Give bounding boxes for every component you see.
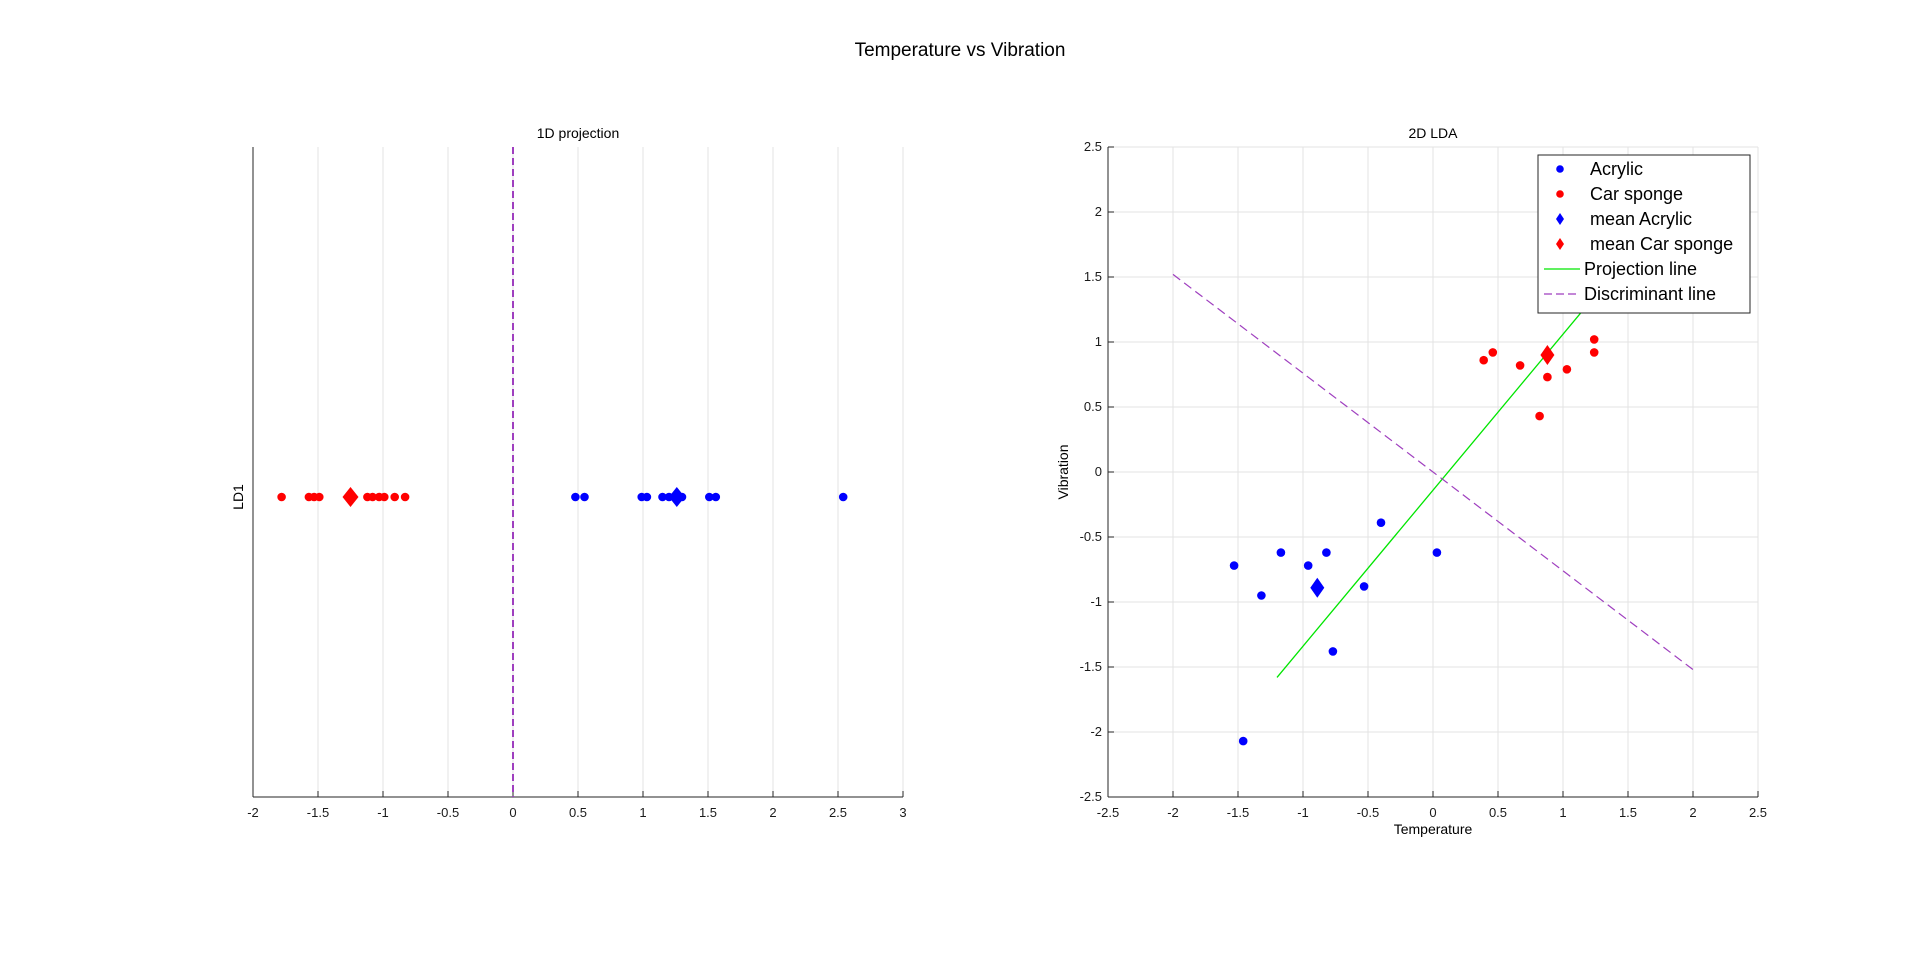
y-tick-label: 2 <box>1095 204 1102 219</box>
x-tick-label: -0.5 <box>437 805 459 820</box>
data-point <box>658 492 667 502</box>
legend-box <box>1537 154 1751 314</box>
y-axis-label: Vibration <box>1055 444 1071 499</box>
x-tick-label: -0.5 <box>1357 805 1379 820</box>
data-point <box>1359 582 1369 591</box>
data-point <box>1432 548 1442 557</box>
legend-entry-label: Discriminant line <box>1584 284 1716 304</box>
data-point <box>838 492 848 502</box>
data-point <box>642 492 652 502</box>
data-point <box>1376 518 1386 527</box>
data-point <box>1589 335 1599 344</box>
subplot-title: 1D projection <box>537 125 620 141</box>
y-tick-label: 1.5 <box>1084 269 1102 284</box>
data-point <box>711 492 721 502</box>
x-tick-label: -2.5 <box>1097 805 1119 820</box>
x-tick-label: -1.5 <box>1227 805 1249 820</box>
y-tick-label: -1 <box>1090 594 1102 609</box>
data-point <box>315 492 324 502</box>
data-point <box>400 492 410 502</box>
plot-2d-lda: -2.5 -2 -1.5 -1 -0.5 0 0.5 1 1.5 2 2.5 -2.5 -2 -1.5 -1… <box>1055 125 1767 837</box>
legend-diamond-icon <box>1556 213 1564 225</box>
data-point <box>1276 548 1286 557</box>
data-point <box>571 492 580 502</box>
y-tick-label: 0.5 <box>1084 399 1102 414</box>
x-tick-label: 2.5 <box>1749 805 1767 820</box>
x-tick-label: 1.5 <box>699 805 717 820</box>
plot-1d-projection: -2 -1.5 -1 -0.5 0 0.5 1 1.5 2 2.5 3 1D projection LD… <box>230 125 907 820</box>
x-tick-label: 1 <box>639 805 646 820</box>
legend-entry-label: Car sponge <box>1590 184 1683 204</box>
projection-line <box>1276 286 1603 678</box>
subplot-title: 2D LDA <box>1408 125 1458 141</box>
data-point <box>1328 647 1338 656</box>
mean-marker <box>342 487 359 507</box>
y-axis-label: LD1 <box>230 484 246 510</box>
data-point <box>1322 548 1331 557</box>
x-tick-label: 0 <box>1429 805 1436 820</box>
x-tick-label: 1.5 <box>1619 805 1637 820</box>
y-tick-label: -0.5 <box>1080 529 1102 544</box>
mean-marker <box>1540 345 1555 365</box>
y-tick-label: 0 <box>1095 464 1102 479</box>
data-point <box>705 492 714 502</box>
data-point <box>1303 561 1313 570</box>
data-point <box>368 492 377 502</box>
data-point <box>1589 348 1599 357</box>
x-tick-label: 2.5 <box>829 805 847 820</box>
y-tick-label: -1.5 <box>1080 659 1102 674</box>
legend: Acrylic Car sponge mean Acrylic mean Car sp… <box>1537 154 1751 314</box>
data-point <box>1229 561 1239 570</box>
data-point <box>1562 365 1572 374</box>
x-tick-label: -1 <box>377 805 389 820</box>
data-point <box>1543 372 1552 382</box>
legend-diamond-icon <box>1556 238 1564 250</box>
x-tick-label: 2 <box>769 805 776 820</box>
data-point <box>380 492 389 502</box>
legend-entry-label: Acrylic <box>1590 159 1643 179</box>
data-point <box>1515 361 1525 370</box>
x-tick-label: -1 <box>1297 805 1309 820</box>
legend-point-icon <box>1556 165 1564 173</box>
data-point <box>1535 411 1544 421</box>
mean-marker <box>668 487 685 507</box>
figure-title: Temperature vs Vibration <box>854 40 1066 61</box>
x-tick-label: 0.5 <box>1489 805 1507 820</box>
x-axis-label: Temperature <box>1394 821 1473 837</box>
x-tick-label: -2 <box>247 805 259 820</box>
data-point <box>1257 591 1266 600</box>
x-tick-label: 3 <box>899 805 906 820</box>
data-point <box>1479 355 1488 365</box>
y-tick-label: -2.5 <box>1080 789 1102 804</box>
y-tick-label: 1 <box>1095 334 1102 349</box>
data-point <box>1488 348 1498 357</box>
legend-point-icon <box>1556 190 1564 198</box>
x-tick-label: -1.5 <box>307 805 329 820</box>
legend-entry-label: mean Acrylic <box>1590 209 1692 229</box>
y-tick-label: -2 <box>1090 724 1102 739</box>
legend-entry-label: Projection line <box>1584 259 1697 279</box>
discriminant-line <box>1172 273 1694 671</box>
mean-marker <box>1310 577 1325 598</box>
x-tick-label: 1 <box>1559 805 1566 820</box>
x-tick-label: 0 <box>509 805 516 820</box>
x-tick-label: 2 <box>1689 805 1696 820</box>
data-point <box>1238 736 1248 746</box>
data-point <box>580 492 589 502</box>
legend-entry-label: mean Car sponge <box>1590 234 1733 254</box>
x-tick-label: 0.5 <box>569 805 587 820</box>
data-point <box>390 492 400 502</box>
x-tick-label: -2 <box>1167 805 1179 820</box>
data-point <box>277 492 286 502</box>
y-tick-label: 2.5 <box>1084 139 1102 154</box>
